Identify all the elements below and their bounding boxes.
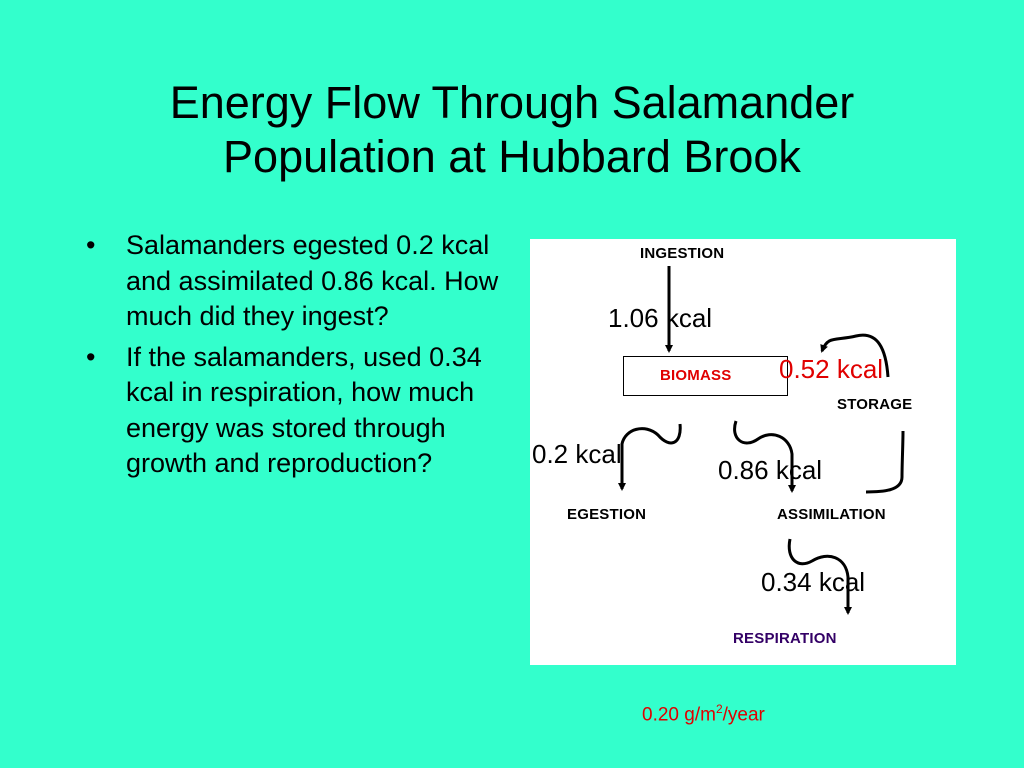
bullet-text: If the salamanders, used 0.34 kcal in re…: [126, 341, 482, 479]
footnote-superscript: 2: [715, 702, 723, 716]
flow-arrows: [618, 266, 905, 615]
slide-title: Energy Flow Through Salamander Populatio…: [40, 76, 984, 184]
bullet-list: • Salamanders egested 0.2 kcal and assim…: [86, 228, 506, 487]
arrow-assimilation-storage: [865, 430, 905, 494]
flow-label-ingested: 1.06 kcal: [608, 303, 713, 333]
biomass-box: [623, 356, 788, 396]
arrow-assimilation-respiration: [787, 538, 852, 615]
node-assimilation: ASSIMILATION: [777, 506, 886, 523]
bullet-dot: •: [86, 341, 96, 372]
flow-label-assimilated: 0.86 kcal: [718, 455, 823, 485]
node-ingestion: INGESTION: [640, 245, 725, 262]
flow-label-respired: 0.34 kcal: [761, 567, 866, 597]
node-storage: STORAGE: [837, 396, 913, 413]
bullet-item-ingest-question: • Salamanders egested 0.2 kcal and assim…: [86, 228, 506, 335]
bullet-dot: •: [86, 230, 96, 260]
node-egestion: EGESTION: [567, 506, 647, 523]
title-line-1: Energy Flow Through Salamander: [169, 77, 855, 128]
node-biomass: BIOMASS: [660, 367, 732, 384]
bullet-text: Salamanders egested 0.2 kcal and assimil…: [126, 230, 499, 331]
arrow-biomass-egestion: [618, 423, 682, 491]
units-footnote: 0.20 g/m2/year: [642, 702, 765, 726]
flow-label-egested: 0.2 kcal: [532, 439, 622, 469]
node-respiration: RESPIRATION: [733, 630, 837, 647]
arrow-storage-biomass: [820, 333, 890, 378]
arrow-biomass-assimilation: [733, 420, 796, 493]
footnote-prefix: 0.20 g/m: [642, 704, 716, 726]
bullet-item-storage-question: • If the salamanders, used 0.34 kcal in …: [86, 340, 506, 482]
title-line-2: Population at Hubbard Brook: [223, 131, 801, 182]
energy-flow-diagram: INGESTION BIOMASS STORAGE EGESTION ASSIM…: [530, 239, 956, 665]
flow-label-stored: 0.52 kcal: [779, 354, 884, 384]
footnote-suffix: /year: [722, 704, 765, 726]
